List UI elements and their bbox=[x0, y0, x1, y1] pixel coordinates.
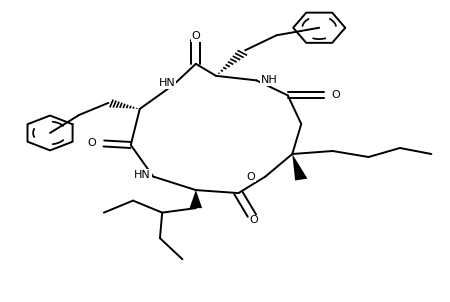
Text: HN: HN bbox=[159, 78, 176, 88]
Text: O: O bbox=[250, 215, 259, 225]
Polygon shape bbox=[292, 154, 307, 181]
Text: NH: NH bbox=[261, 76, 278, 85]
Text: O: O bbox=[247, 172, 256, 182]
Text: O: O bbox=[191, 31, 200, 41]
Text: O: O bbox=[332, 90, 341, 100]
Polygon shape bbox=[189, 190, 202, 208]
Text: HN: HN bbox=[134, 170, 151, 180]
Text: O: O bbox=[87, 139, 96, 149]
